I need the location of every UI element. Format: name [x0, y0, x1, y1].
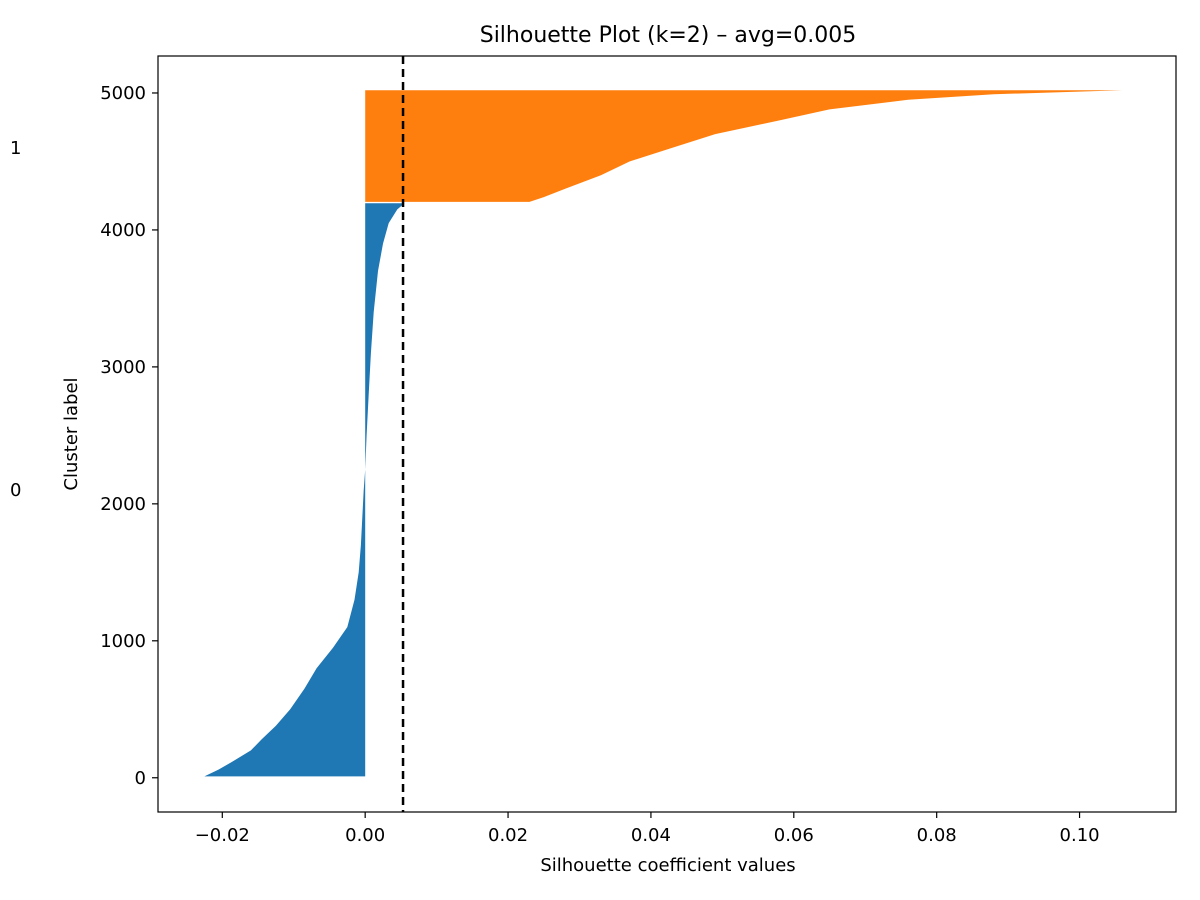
y-axis: 0 1000 2000 3000 4000 5000 — [100, 83, 158, 789]
x-tick-label: 0.06 — [774, 825, 814, 846]
x-tick-label: 0.10 — [1060, 825, 1100, 846]
cluster-label-1: 1 — [10, 138, 21, 159]
cluster-label-0: 0 — [10, 480, 21, 501]
x-axis: −0.02 0.00 0.02 0.04 0.06 0.08 0.10 — [195, 812, 1100, 846]
x-tick-label: 0.04 — [631, 825, 671, 846]
y-tick-label: 0 — [135, 768, 146, 789]
plot-frame — [157, 55, 1177, 813]
cluster-1-silhouette — [365, 90, 1123, 202]
x-tick-label: 0.02 — [488, 825, 528, 846]
cluster-labels: 01 — [10, 138, 21, 501]
cluster-0-silhouette — [204, 203, 405, 777]
y-tick-label: 3000 — [100, 357, 146, 378]
x-tick-label: 0.08 — [917, 825, 957, 846]
y-tick-label: 2000 — [100, 494, 146, 515]
y-tick-label: 4000 — [100, 220, 146, 241]
x-tick-label: 0.00 — [345, 825, 385, 846]
x-axis-title: Silhouette coefficient values — [540, 855, 795, 876]
y-tick-label: 1000 — [100, 631, 146, 652]
y-tick-label: 5000 — [100, 83, 146, 104]
chart-title: Silhouette Plot (k=2) – avg=0.005 — [480, 23, 857, 48]
x-tick-label: −0.02 — [195, 825, 250, 846]
plot-marks — [204, 56, 1123, 812]
y-axis-title: Cluster label — [61, 377, 82, 490]
